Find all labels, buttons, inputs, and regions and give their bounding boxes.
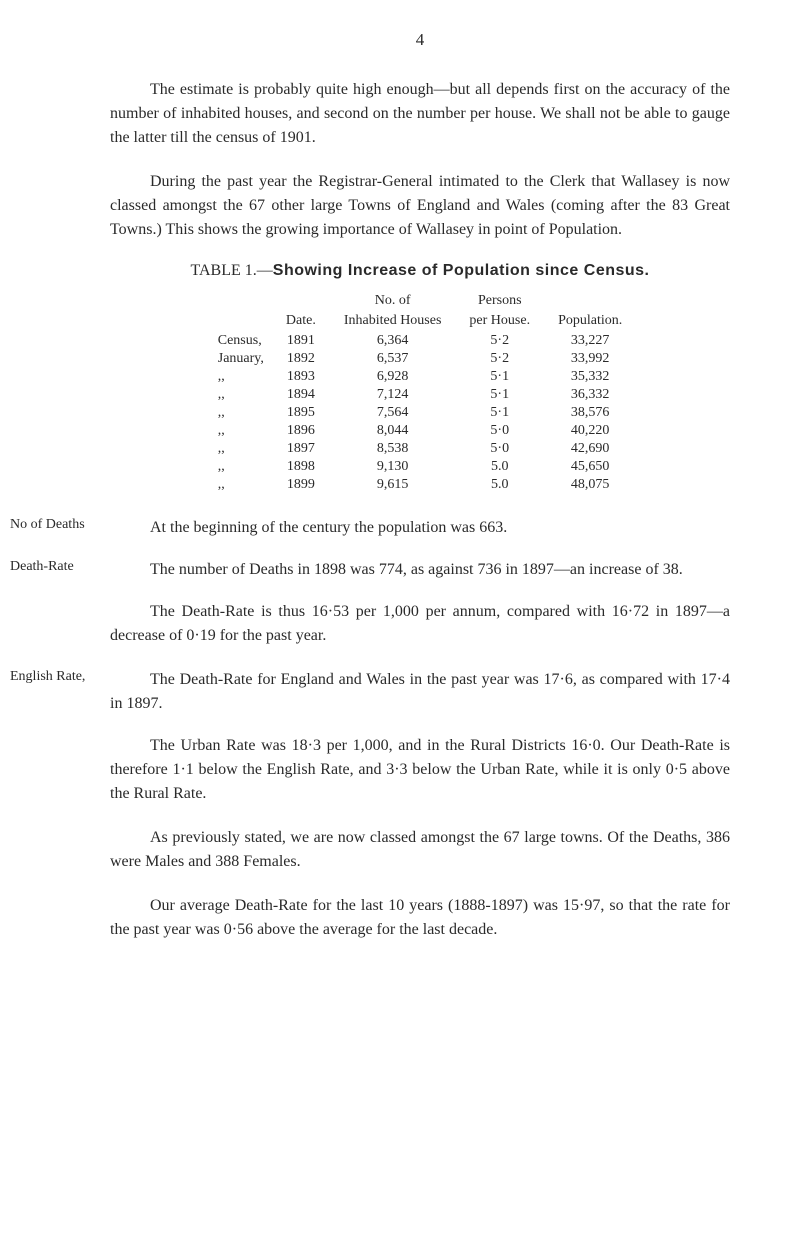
header-date: Date. <box>272 312 330 332</box>
table-title-prefix: TABLE 1.— <box>191 262 273 279</box>
paragraph-3: The Death-Rate is thus 16·53 per 1,000 p… <box>110 600 730 648</box>
header-date-blank <box>272 292 330 312</box>
table-cell: 7,564 <box>330 404 456 422</box>
paragraph-5: As previously stated, we are now classed… <box>110 826 730 874</box>
table-cell: 8,538 <box>330 440 456 458</box>
paragraph-english-rate: The Death-Rate for England and Wales in … <box>110 668 730 716</box>
table-cell: January, <box>204 350 272 368</box>
table-cell: 5·0 <box>455 422 544 440</box>
header-blank <box>204 292 272 312</box>
table-row: ,,18936,9285·135,332 <box>204 368 637 386</box>
section-deaths: No of Deaths At the beginning of the cen… <box>110 516 730 540</box>
header-houses-line2: Inhabited Houses <box>330 312 456 332</box>
table-cell: 38,576 <box>544 404 636 422</box>
table-row: January,18926,5375·233,992 <box>204 350 637 368</box>
table-cell: 1898 <box>272 458 330 476</box>
paragraph-1: The estimate is probably quite high enou… <box>110 78 730 150</box>
section-english-rate: English Rate, The Death-Rate for England… <box>110 668 730 716</box>
table-cell: 5·1 <box>455 368 544 386</box>
table-cell: 36,332 <box>544 386 636 404</box>
table-cell: 1892 <box>272 350 330 368</box>
header-houses-line1: No. of <box>330 292 456 312</box>
table-cell: 1895 <box>272 404 330 422</box>
table-cell: 6,928 <box>330 368 456 386</box>
page-number: 4 <box>110 30 730 50</box>
table-cell: 5.0 <box>455 458 544 476</box>
table-cell: ,, <box>204 422 272 440</box>
header-persons-line2: per House. <box>455 312 544 332</box>
table-cell: Census, <box>204 332 272 350</box>
table-cell: ,, <box>204 368 272 386</box>
table-cell: 9,130 <box>330 458 456 476</box>
table-cell: 5·1 <box>455 386 544 404</box>
header-persons-line1: Persons <box>455 292 544 312</box>
table-cell: 33,227 <box>544 332 636 350</box>
table-body: Census,18916,3645·233,227January,18926,5… <box>204 332 637 494</box>
table-cell: ,, <box>204 386 272 404</box>
table-cell: 1893 <box>272 368 330 386</box>
table-cell: 5·2 <box>455 350 544 368</box>
table-cell: 5.0 <box>455 476 544 494</box>
paragraph-4: The Urban Rate was 18·3 per 1,000, and i… <box>110 734 730 806</box>
paragraph-deaths: At the beginning of the century the popu… <box>110 516 730 540</box>
table-cell: ,, <box>204 476 272 494</box>
table-cell: 1897 <box>272 440 330 458</box>
table-cell: 42,690 <box>544 440 636 458</box>
table-cell: ,, <box>204 458 272 476</box>
table-cell: 5·2 <box>455 332 544 350</box>
table-row: ,,18968,0445·040,220 <box>204 422 637 440</box>
table-cell: 8,044 <box>330 422 456 440</box>
section-death-rate: Death-Rate The number of Deaths in 1898 … <box>110 558 730 582</box>
table-header-row-1: No. of Persons <box>204 292 637 312</box>
table-cell: 1899 <box>272 476 330 494</box>
paragraph-6: Our average Death-Rate for the last 10 y… <box>110 894 730 942</box>
table-row: ,,18978,5385·042,690 <box>204 440 637 458</box>
table-row: ,,18999,6155.048,075 <box>204 476 637 494</box>
table-cell: 5·0 <box>455 440 544 458</box>
table-cell: 35,332 <box>544 368 636 386</box>
population-table: No. of Persons Date. Inhabited Houses pe… <box>204 292 637 494</box>
table-cell: 6,364 <box>330 332 456 350</box>
table-row: ,,18989,1305.045,650 <box>204 458 637 476</box>
table-cell: 9,615 <box>330 476 456 494</box>
table-cell: ,, <box>204 404 272 422</box>
margin-note-death-rate: Death-Rate <box>10 558 100 576</box>
margin-note-english-rate: English Rate, <box>10 668 100 686</box>
header-population: Population. <box>544 312 636 332</box>
table-cell: 5·1 <box>455 404 544 422</box>
table-row: Census,18916,3645·233,227 <box>204 332 637 350</box>
table-cell: 6,537 <box>330 350 456 368</box>
table-cell: 48,075 <box>544 476 636 494</box>
table-title-bold: Showing Increase of Population since Cen… <box>273 262 650 279</box>
table-row: ,,18947,1245·136,332 <box>204 386 637 404</box>
table-cell: 7,124 <box>330 386 456 404</box>
header-pop-blank <box>544 292 636 312</box>
table-cell: 1891 <box>272 332 330 350</box>
table-row: ,,18957,5645·138,576 <box>204 404 637 422</box>
header-blank2 <box>204 312 272 332</box>
table-cell: 45,650 <box>544 458 636 476</box>
paragraph-2: During the past year the Registrar-Gener… <box>110 170 730 242</box>
margin-note-deaths: No of Deaths <box>10 516 100 534</box>
table-cell: 1896 <box>272 422 330 440</box>
table-cell: 33,992 <box>544 350 636 368</box>
table-cell: 40,220 <box>544 422 636 440</box>
table-cell: ,, <box>204 440 272 458</box>
table-header-row-2: Date. Inhabited Houses per House. Popula… <box>204 312 637 332</box>
table-title: TABLE 1.—Showing Increase of Population … <box>110 262 730 280</box>
paragraph-death-rate: The number of Deaths in 1898 was 774, as… <box>110 558 730 582</box>
table-cell: 1894 <box>272 386 330 404</box>
